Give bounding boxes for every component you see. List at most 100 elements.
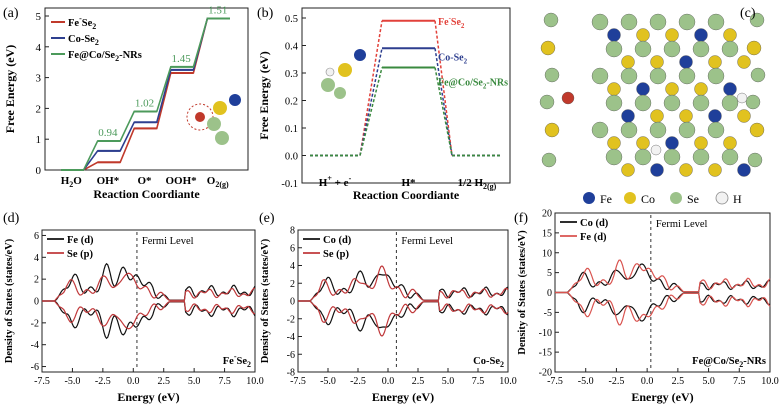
y-tick-label-a: 0 (36, 165, 42, 177)
x-tick-label-e: 10.0 (499, 376, 517, 387)
atom-co (665, 82, 679, 96)
structure-illustration (539, 8, 774, 177)
atom-co (737, 109, 751, 123)
atom-se (663, 94, 681, 112)
atom-fe (621, 109, 635, 123)
y-tick-label-d: 2 (34, 275, 39, 286)
x-tick-label-e: -2.5 (350, 376, 366, 387)
molecule-highlight (186, 103, 214, 131)
atom-co (621, 55, 635, 69)
x-tick-label-a: H2O (61, 175, 83, 189)
y-tick-label-e: -8 (287, 368, 295, 379)
legend-label-d: Se (p) (67, 249, 93, 260)
x-tick-label-d: -7.5 (34, 376, 50, 387)
y-tick-label-d: -6 (31, 362, 39, 373)
series-label-b: Fe-​Se2​ (438, 14, 465, 30)
y-tick-label-a: 3 (36, 73, 42, 85)
y-tick-label-e: 4 (290, 261, 295, 272)
chart-a: 0 1 2 3 4 5 Free Energy (eV) Reaction Coordiant… (3, 4, 249, 201)
atom-co (708, 163, 722, 177)
y-tick-label-a: 2 (36, 103, 42, 115)
x-tick-label-d: 0.0 (127, 376, 140, 387)
dos-curve-down-e (298, 300, 509, 332)
atom-se (649, 13, 667, 31)
y-tick-label-b: 0.2 (285, 97, 298, 108)
y-tick-label-e: 8 (290, 226, 295, 237)
annotation-a: 0.94 (98, 127, 118, 139)
atom-se (663, 148, 681, 166)
y-tick-label-d: 0 (34, 297, 39, 308)
y-tick-label-b: 0.3 (285, 69, 298, 80)
legend-atom-co (624, 192, 636, 204)
atom-co (607, 82, 621, 96)
x-axis-label-f: Energy (eV) (631, 390, 693, 404)
atom-side-left (540, 40, 556, 56)
atom-co (694, 136, 708, 150)
atom-se (634, 94, 652, 112)
atom-se (663, 40, 681, 58)
chart-f: -7.5 -5.0 -2.5 0.0 2.5 5.0 7.5 10.0 -20 -15 -10 -5 0… (517, 209, 779, 405)
y-tick-label-f: 10 (542, 248, 552, 259)
y-tick-label-b: -0.1 (281, 179, 298, 190)
atom-co (723, 28, 737, 42)
atom-side-right (745, 94, 761, 110)
panel-label-a: (a) (3, 6, 19, 21)
atom-fe (694, 28, 708, 42)
y-tick-label-f: 20 (542, 209, 552, 220)
x-tick-label-f: -5.0 (578, 376, 594, 387)
fermi-label-d: Fermi Level (142, 236, 194, 247)
x-tick-label-f: 5.0 (702, 376, 715, 387)
atom-co (708, 55, 722, 69)
atom-co (213, 101, 227, 115)
plot-frame-a (44, 7, 249, 171)
dos-curve-up-e (298, 270, 509, 302)
atom-se (721, 40, 739, 58)
atom-co (679, 109, 693, 123)
x-tick-label-f: -2.5 (609, 376, 625, 387)
y-tick-label-d: 4 (34, 253, 39, 264)
connector-b (359, 48, 383, 156)
chart-b: -0.1 0.0 0.1 0.2 0.3 0.4 0.5 Free Energy (eV) Re… (257, 7, 511, 202)
annotation-a: 1.02 (135, 97, 154, 109)
series-label-b: Fe@Co/Se2​-NRs (438, 78, 508, 91)
atom-se (634, 40, 652, 58)
x-axis-label-e: Energy (eV) (372, 390, 434, 404)
fermi-label-e: Fermi Level (401, 236, 453, 247)
atom-se (620, 67, 638, 85)
legend-atom-h (715, 191, 729, 205)
atom-se (707, 13, 725, 31)
x-tick-label-b: 1/2 H2(g)​ (458, 177, 497, 191)
structure-legend: Fe Co Se H (583, 191, 742, 206)
atom-se (678, 13, 696, 31)
atom-side-right (746, 40, 762, 56)
y-tick-label-a: 5 (36, 11, 42, 23)
atom-h (325, 67, 335, 77)
legend-label-e: Se (p) (323, 249, 349, 260)
atom-se (591, 13, 609, 31)
atom-fe (607, 28, 621, 42)
atom-co (737, 55, 751, 69)
atom-side-right (750, 67, 766, 83)
legend-label-f: Fe (d) (580, 232, 607, 243)
atom-se (605, 94, 623, 112)
atom-fe (665, 136, 679, 150)
series-label-b: Co-Se2​ (438, 52, 468, 65)
x-tick-label-e: 7.5 (472, 376, 485, 387)
atom-co (621, 163, 635, 177)
atom-se (692, 94, 710, 112)
y-tick-label-f: -5 (544, 308, 552, 319)
atom-se (721, 148, 739, 166)
atom-co (665, 28, 679, 42)
y-tick-label-d: -4 (31, 340, 39, 351)
atom-co (650, 55, 664, 69)
dos-curve-down-f (555, 291, 771, 326)
y-tick-label-f: 0 (547, 288, 552, 299)
material-label-f: Fe@Co/Se2​-NRs (692, 356, 766, 369)
x-tick-label-e: 2.5 (412, 376, 425, 387)
y-tick-label-e: 2 (290, 279, 295, 290)
x-tick-label-d: 7.5 (218, 376, 231, 387)
x-axis-label-d: Energy (eV) (117, 390, 179, 404)
atom-se (649, 121, 667, 139)
annotation-a: 1.45 (171, 53, 191, 65)
legend-label-se: Se (687, 192, 699, 206)
